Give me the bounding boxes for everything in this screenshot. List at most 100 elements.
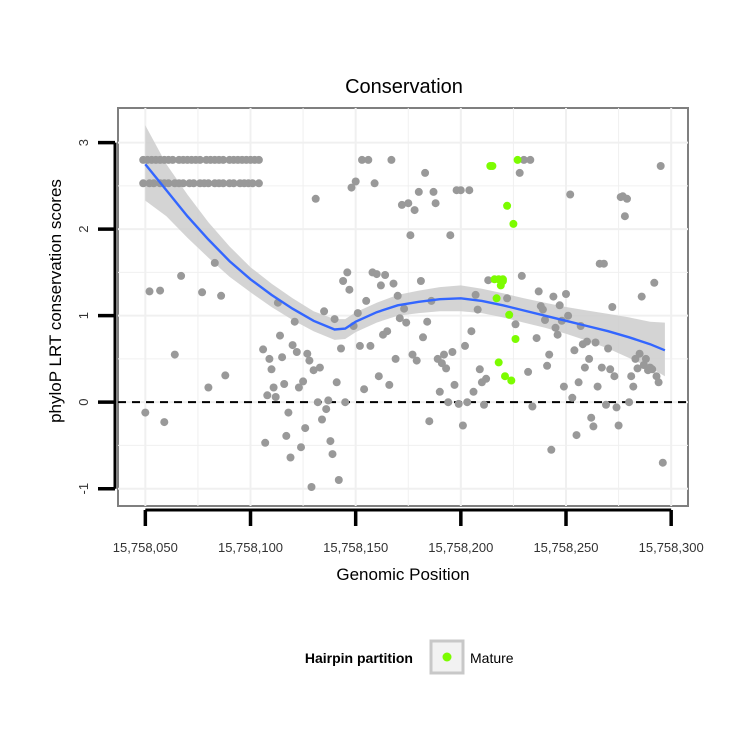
other-point: [360, 385, 369, 394]
other-point: [543, 361, 552, 370]
other-point: [583, 337, 591, 346]
other-point: [574, 378, 583, 387]
other-point: [461, 341, 469, 350]
other-point: [387, 155, 396, 164]
other-point: [290, 317, 299, 326]
other-point: [414, 187, 423, 196]
y-tick-label: -1: [76, 483, 91, 495]
other-point: [614, 421, 623, 430]
mature-point: [507, 376, 516, 385]
other-point: [311, 194, 320, 203]
other-point: [301, 424, 310, 433]
other-point: [545, 350, 554, 359]
other-point: [156, 286, 165, 295]
mature-point: [511, 335, 520, 343]
other-point: [456, 186, 465, 195]
other-point: [429, 187, 438, 196]
other-point: [370, 179, 379, 188]
other-point: [566, 190, 575, 199]
other-point: [358, 155, 366, 164]
other-point: [608, 303, 617, 311]
other-point: [435, 387, 444, 396]
other-point: [568, 393, 577, 402]
other-point: [286, 453, 295, 462]
other-point: [284, 408, 293, 417]
other-point: [404, 199, 413, 208]
other-point: [547, 445, 556, 454]
other-point: [389, 279, 398, 288]
other-point: [421, 168, 430, 177]
other-point: [210, 258, 219, 267]
other-point: [376, 281, 385, 290]
other-point: [393, 291, 402, 300]
other-point: [549, 292, 558, 301]
other-point: [570, 346, 579, 355]
other-point: [475, 365, 484, 374]
other-point: [610, 372, 619, 381]
other-point: [267, 365, 276, 374]
other-point: [141, 408, 150, 417]
other-point: [299, 377, 308, 386]
other-point: [629, 382, 638, 391]
grid-lines: [118, 108, 688, 506]
other-point: [606, 365, 615, 374]
other-point: [555, 301, 564, 310]
other-point: [604, 344, 613, 353]
other-point: [406, 231, 415, 240]
other-point: [572, 431, 581, 440]
other-point: [204, 383, 213, 392]
other-point: [467, 327, 476, 336]
other-point: [410, 206, 419, 215]
other-point: [444, 398, 453, 407]
other-point: [623, 194, 631, 203]
chart-title: Conservation: [345, 76, 463, 98]
other-point: [591, 338, 600, 347]
y-axis: -1 0 1 2 3: [76, 139, 117, 495]
other-point: [198, 288, 207, 297]
other-point: [564, 311, 573, 320]
other-point: [170, 350, 179, 359]
other-point: [261, 438, 270, 447]
other-point: [254, 179, 263, 188]
other-point: [374, 372, 383, 381]
other-point: [294, 383, 303, 392]
other-point: [517, 271, 526, 280]
other-point: [326, 437, 335, 446]
other-point: [395, 314, 404, 323]
mature-point: [488, 162, 497, 170]
other-point: [305, 356, 314, 365]
other-point: [580, 363, 589, 372]
mature-point: [498, 275, 507, 284]
x-axis: 15,758,050 15,758,100 15,758,150 15,758,200…: [113, 508, 704, 555]
other-point: [526, 155, 535, 164]
other-point: [265, 354, 274, 363]
other-point: [423, 317, 432, 326]
other-point: [219, 179, 228, 188]
other-point: [391, 354, 400, 363]
other-point: [320, 307, 329, 316]
x-tick-label: 15,758,200: [428, 540, 493, 555]
other-point: [593, 382, 602, 391]
other-point: [602, 400, 610, 409]
other-point: [351, 177, 360, 186]
other-point: [599, 259, 608, 268]
other-point: [366, 341, 375, 350]
other-point: [458, 421, 467, 430]
legend-title: Hairpin partition: [305, 650, 413, 666]
other-point: [307, 483, 316, 491]
other-point: [145, 287, 154, 296]
other-point: [372, 270, 381, 279]
other-point: [313, 398, 322, 407]
other-point: [469, 387, 478, 396]
other-point: [524, 367, 533, 376]
other-point: [259, 345, 268, 354]
mature-point: [505, 310, 514, 319]
other-point: [322, 405, 331, 414]
other-point: [528, 402, 537, 411]
other-point: [641, 354, 650, 363]
other-point: [465, 186, 474, 195]
x-tick-label: 15,758,150: [323, 540, 388, 555]
other-point: [658, 458, 667, 467]
mature-point: [509, 219, 518, 228]
